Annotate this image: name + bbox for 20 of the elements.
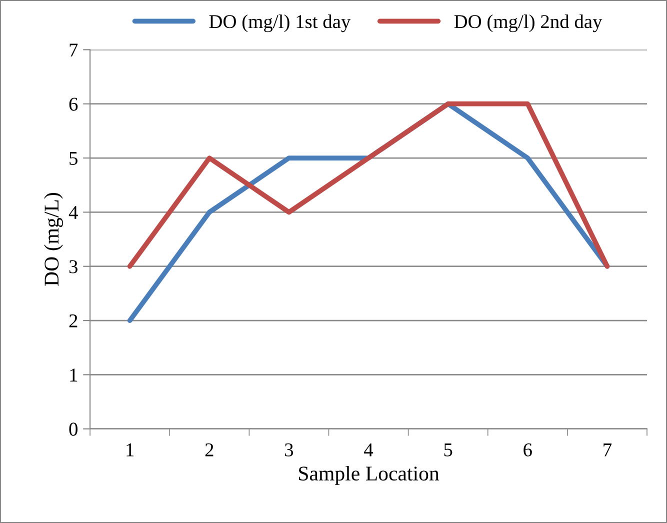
y-axis-title: DO (mg/L): [44, 193, 63, 286]
y-tick-label: 2: [69, 314, 78, 328]
x-tick-label: 6: [524, 443, 532, 456]
y-tick-label: 5: [70, 152, 78, 165]
x-axis-title: Sample Location: [299, 466, 440, 485]
y-tick-label: 7: [70, 44, 78, 56]
x-tick-label: 3: [285, 443, 294, 456]
line-series: [127, 101, 610, 269]
x-tick-label: 7: [604, 444, 612, 456]
y-tick-label: 1: [70, 368, 78, 382]
legend-label: DO (mg/l) 2nd day: [454, 14, 602, 32]
y-tick-label: 4: [68, 206, 78, 219]
y-tick-label: 6: [69, 98, 78, 111]
y-tick-label: 0: [69, 422, 78, 436]
x-tick-label: 1: [126, 443, 134, 456]
y-tick-label: 3: [69, 260, 78, 274]
x-tick-label: 5: [444, 444, 452, 456]
legend-label: DO (mg/l) 1st day: [209, 14, 351, 32]
x-tick-label: 4: [364, 443, 374, 456]
x-tick-label: 2: [205, 443, 214, 456]
